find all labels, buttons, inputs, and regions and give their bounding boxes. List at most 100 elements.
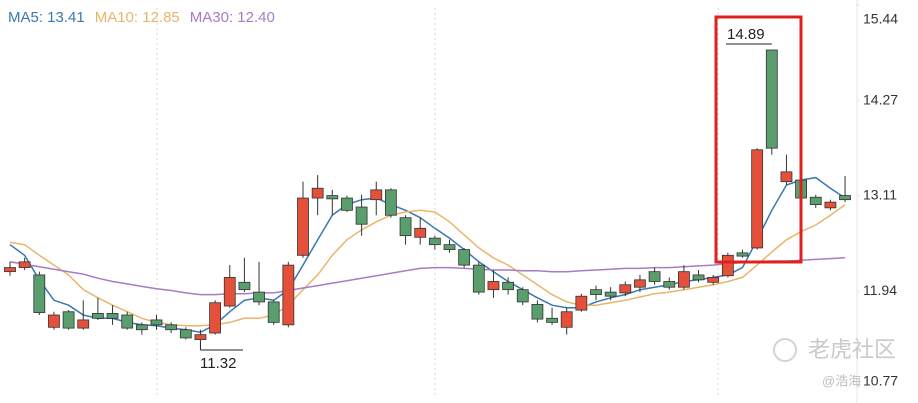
candle-body xyxy=(267,301,280,323)
candle xyxy=(150,315,163,330)
candle xyxy=(472,261,485,295)
candle-body xyxy=(355,206,368,225)
candle-body xyxy=(428,237,441,246)
annotation: 14.89 xyxy=(727,26,765,43)
candle-body xyxy=(707,276,720,283)
candle-body xyxy=(765,49,778,149)
legend: MA5: 13.41 MA10: 12.85 MA30: 12.40 xyxy=(8,9,275,26)
candle xyxy=(502,277,515,295)
candle-body xyxy=(546,317,558,323)
candle xyxy=(282,261,295,328)
candle-body xyxy=(648,271,661,282)
candle-body xyxy=(560,311,573,328)
candle xyxy=(311,175,324,216)
candle xyxy=(560,307,573,335)
legend-entry: MA30: 12.40 xyxy=(190,9,275,26)
candle-body xyxy=(414,227,427,238)
candle xyxy=(590,285,602,301)
highlight-box xyxy=(714,15,803,264)
candle-body xyxy=(238,281,251,291)
watermark: 老虎社区 xyxy=(808,337,896,362)
candle-body xyxy=(33,274,46,313)
candle xyxy=(179,327,192,340)
candle-body xyxy=(282,264,295,326)
candle xyxy=(809,194,822,208)
candle-body xyxy=(502,281,515,291)
candle xyxy=(4,261,16,276)
candle-body xyxy=(809,196,822,205)
candle xyxy=(399,215,412,245)
candle-body xyxy=(678,271,690,288)
candle xyxy=(839,175,851,203)
candle xyxy=(736,249,749,258)
candle xyxy=(678,265,690,290)
candle-body xyxy=(575,295,588,311)
ma-line xyxy=(9,176,846,333)
candle-body xyxy=(341,197,353,211)
candle xyxy=(648,267,661,285)
candle xyxy=(326,189,339,216)
candle-body xyxy=(384,189,397,216)
candle xyxy=(707,274,720,285)
candle-body xyxy=(223,276,236,307)
candle xyxy=(443,239,456,253)
watermark-icon xyxy=(773,338,797,362)
candle-body xyxy=(121,314,134,329)
candle-body xyxy=(165,324,178,331)
credit: @浩海 xyxy=(822,373,861,388)
candle-body xyxy=(48,314,60,328)
candle xyxy=(341,195,353,212)
candle-body xyxy=(721,254,734,277)
candle-body xyxy=(77,319,90,329)
legend-entry: MA10: 12.85 xyxy=(95,9,180,26)
candle xyxy=(414,217,427,245)
candle xyxy=(135,322,148,335)
candle-body xyxy=(209,302,222,334)
candle-body xyxy=(194,334,207,340)
candle-body xyxy=(311,187,324,199)
candle-body xyxy=(516,289,529,303)
candle xyxy=(692,270,705,283)
candle xyxy=(546,307,558,325)
candle-body xyxy=(297,197,309,256)
candle-body xyxy=(326,195,339,200)
candle xyxy=(604,287,617,301)
candle xyxy=(77,300,90,330)
candle-body xyxy=(179,329,192,339)
candle-body xyxy=(824,201,837,209)
candle xyxy=(487,270,500,298)
candle xyxy=(165,322,178,334)
candle xyxy=(575,293,588,312)
candle xyxy=(121,311,134,330)
candle xyxy=(355,194,368,236)
candle xyxy=(238,257,251,293)
candle xyxy=(516,287,529,306)
candle-body xyxy=(4,267,16,273)
candle-body xyxy=(253,291,265,303)
candle xyxy=(384,188,397,218)
candle xyxy=(751,148,764,250)
candle-body xyxy=(736,252,749,257)
candle-body xyxy=(150,319,163,326)
candle-body xyxy=(619,284,632,294)
candle xyxy=(531,300,544,323)
annotation: 11.32 xyxy=(200,355,236,372)
candle-body xyxy=(663,281,676,288)
candle-body xyxy=(692,274,705,281)
candle xyxy=(92,297,104,320)
candle-body xyxy=(62,311,75,329)
candle xyxy=(428,235,441,250)
ma-line xyxy=(9,203,846,327)
candle-body xyxy=(487,281,500,291)
candle-body xyxy=(839,195,851,201)
legend-entry: MA5: 13.41 xyxy=(8,9,85,26)
candle xyxy=(634,274,646,293)
candle-body xyxy=(135,324,148,331)
candle xyxy=(194,329,207,343)
y-tick-label: 10.77 xyxy=(863,373,898,389)
y-tick-label: 15.44 xyxy=(863,11,898,27)
candle-body xyxy=(472,264,485,293)
candle xyxy=(765,49,778,155)
candle-body xyxy=(106,312,119,319)
